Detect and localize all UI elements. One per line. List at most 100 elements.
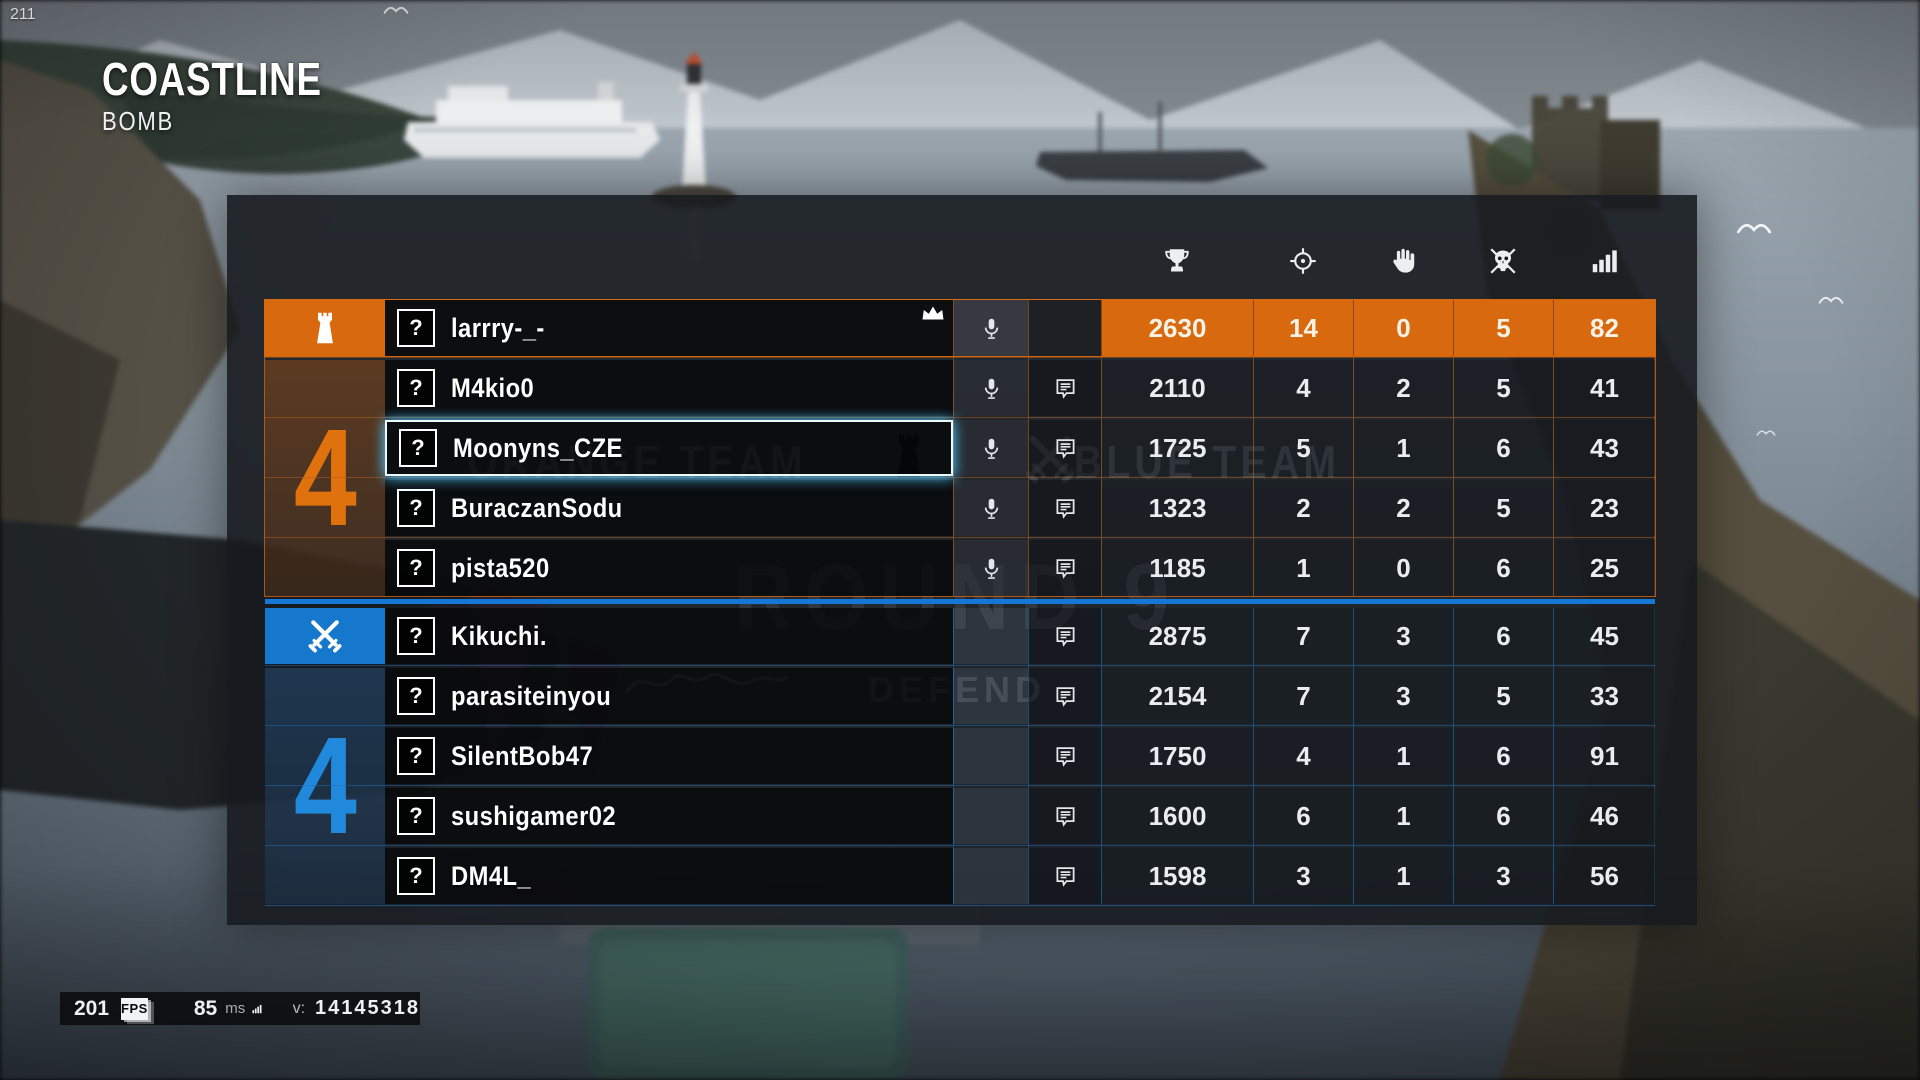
stat-ping: 91 — [1553, 728, 1655, 784]
squad-leader-crown-icon — [921, 305, 945, 321]
rank-unknown-badge: ? — [397, 309, 435, 347]
stat-assists: 0 — [1353, 300, 1453, 356]
fort-ruins — [1532, 96, 1660, 210]
column-header-kills — [1253, 241, 1353, 281]
stat-kills: 2 — [1253, 480, 1353, 536]
stat-assists: 3 — [1353, 668, 1453, 724]
player-name: M4kio0 — [451, 372, 535, 403]
chat-indicator-cell — [1028, 360, 1101, 416]
player-name: larrry-_- — [451, 312, 545, 343]
player-row-silentbob47[interactable]: ? SilentBob47 1750 4 1 6 91 — [265, 728, 1655, 784]
stat-assists: 1 — [1353, 848, 1453, 904]
chat-bubble-icon — [1053, 376, 1078, 401]
stat-assists: 1 — [1353, 728, 1453, 784]
player-name-cell: ? DM4L_ — [385, 848, 953, 904]
badge-slot — [265, 480, 385, 536]
skull-icon — [1488, 246, 1518, 276]
badge-slot — [265, 420, 385, 476]
game-mode: BOMB — [102, 106, 174, 136]
distant-mountains — [0, 0, 1920, 150]
stat-deaths: 5 — [1453, 480, 1553, 536]
player-name-cell: ? sushigamer02 — [385, 788, 953, 844]
player-name: parasiteinyou — [451, 680, 612, 711]
chat-bubble-icon — [1053, 804, 1078, 829]
voice-indicator-cell — [953, 300, 1028, 356]
chat-bubble-icon — [1053, 684, 1078, 709]
player-row-moonyns-cze[interactable]: ? Moonyns_CZE 1725 5 1 6 43 — [265, 420, 1655, 476]
voice-indicator-cell — [953, 540, 1028, 596]
stat-assists: 1 — [1353, 420, 1453, 476]
player-row-larrry[interactable]: ? larrry-_- 2630 14 0 5 82 — [264, 299, 1656, 357]
fps-icon: FPS — [121, 997, 148, 1020]
player-row-dm4l[interactable]: ? DM4L_ 1598 3 1 3 56 — [265, 848, 1655, 904]
stat-assists: 2 — [1353, 360, 1453, 416]
player-row-kikuchi[interactable]: ? Kikuchi. 2875 7 3 6 45 — [265, 608, 1655, 664]
player-row-m4kio0[interactable]: ? M4kio0 2110 4 2 5 41 — [265, 360, 1655, 416]
microphone-icon — [979, 376, 1004, 401]
chat-indicator-cell — [1028, 728, 1101, 784]
badge-slot — [265, 848, 385, 904]
stat-score: 1725 — [1101, 420, 1253, 476]
performance-bar: 201 FPS 85 ms v: 14145318 — [60, 992, 420, 1025]
stat-ping: 56 — [1553, 848, 1655, 904]
stat-kills: 3 — [1253, 848, 1353, 904]
stat-kills: 7 — [1253, 668, 1353, 724]
stat-score: 1323 — [1101, 480, 1253, 536]
stat-assists: 3 — [1353, 608, 1453, 664]
ping-value: 85 — [193, 996, 218, 1020]
player-row-sushigamer02[interactable]: ? sushigamer02 1600 6 1 6 46 — [265, 788, 1655, 844]
player-name: DM4L_ — [451, 860, 532, 891]
player-name-cell: ? SilentBob47 — [385, 728, 953, 784]
microphone-icon — [979, 556, 1004, 581]
stat-kills: 1 — [1253, 540, 1353, 596]
stat-deaths: 5 — [1453, 668, 1553, 724]
chat-bubble-icon — [1053, 744, 1078, 769]
signal-bars-icon — [1589, 246, 1619, 276]
player-name: Moonyns_CZE — [453, 432, 623, 463]
stat-kills: 6 — [1253, 788, 1353, 844]
player-name: pista520 — [451, 552, 550, 583]
rank-unknown-badge: ? — [397, 737, 435, 775]
rank-unknown-badge: ? — [399, 429, 437, 467]
badge-slot — [265, 540, 385, 596]
trophy-icon — [1162, 246, 1192, 276]
player-row-parasiteinyou[interactable]: ? parasiteinyou 2154 7 3 5 33 — [265, 668, 1655, 724]
stat-kills: 5 — [1253, 420, 1353, 476]
column-header-deaths — [1453, 241, 1553, 281]
badge-slot — [265, 728, 385, 784]
yacht — [1036, 102, 1268, 182]
chat-bubble-icon — [1053, 436, 1078, 461]
stat-score: 1750 — [1101, 728, 1253, 784]
stat-score: 2875 — [1101, 608, 1253, 664]
chat-bubble-icon — [1053, 864, 1078, 889]
stat-ping: 43 — [1553, 420, 1655, 476]
stat-ping: 45 — [1553, 608, 1655, 664]
stat-deaths: 5 — [1453, 300, 1553, 356]
microphone-icon — [979, 496, 1004, 521]
cruise-ship — [404, 82, 660, 158]
rank-unknown-badge: ? — [397, 489, 435, 527]
stat-ping: 25 — [1553, 540, 1655, 596]
orange-team-rows: ? larrry-_- 2630 14 0 5 82? M4kio0 2110 4 2 5 41? Moo… — [264, 299, 1656, 597]
stat-assists: 0 — [1353, 540, 1453, 596]
stat-score: 2110 — [1101, 360, 1253, 416]
voice-indicator-cell — [953, 848, 1028, 904]
player-row-pista520[interactable]: ? pista520 1185 1 0 6 25 — [265, 540, 1655, 596]
stat-kills: 14 — [1253, 300, 1353, 356]
stat-ping: 82 — [1553, 300, 1655, 356]
scoreboard-column-headers — [1101, 241, 1655, 281]
stat-deaths: 5 — [1453, 360, 1553, 416]
stat-deaths: 6 — [1453, 728, 1553, 784]
stat-score: 1600 — [1101, 788, 1253, 844]
fps-value: 201 — [74, 996, 110, 1020]
stat-deaths: 3 — [1453, 848, 1553, 904]
player-name: sushigamer02 — [451, 800, 617, 831]
player-name-cell: ? M4kio0 — [385, 360, 953, 416]
stat-ping: 41 — [1553, 360, 1655, 416]
badge-slot — [265, 300, 385, 356]
player-row-buraczansodu[interactable]: ? BuraczanSodu 1323 2 2 5 23 — [265, 480, 1655, 536]
stat-score: 2630 — [1101, 300, 1253, 356]
stat-ping: 33 — [1553, 668, 1655, 724]
stat-ping: 23 — [1553, 480, 1655, 536]
stat-deaths: 6 — [1453, 540, 1553, 596]
